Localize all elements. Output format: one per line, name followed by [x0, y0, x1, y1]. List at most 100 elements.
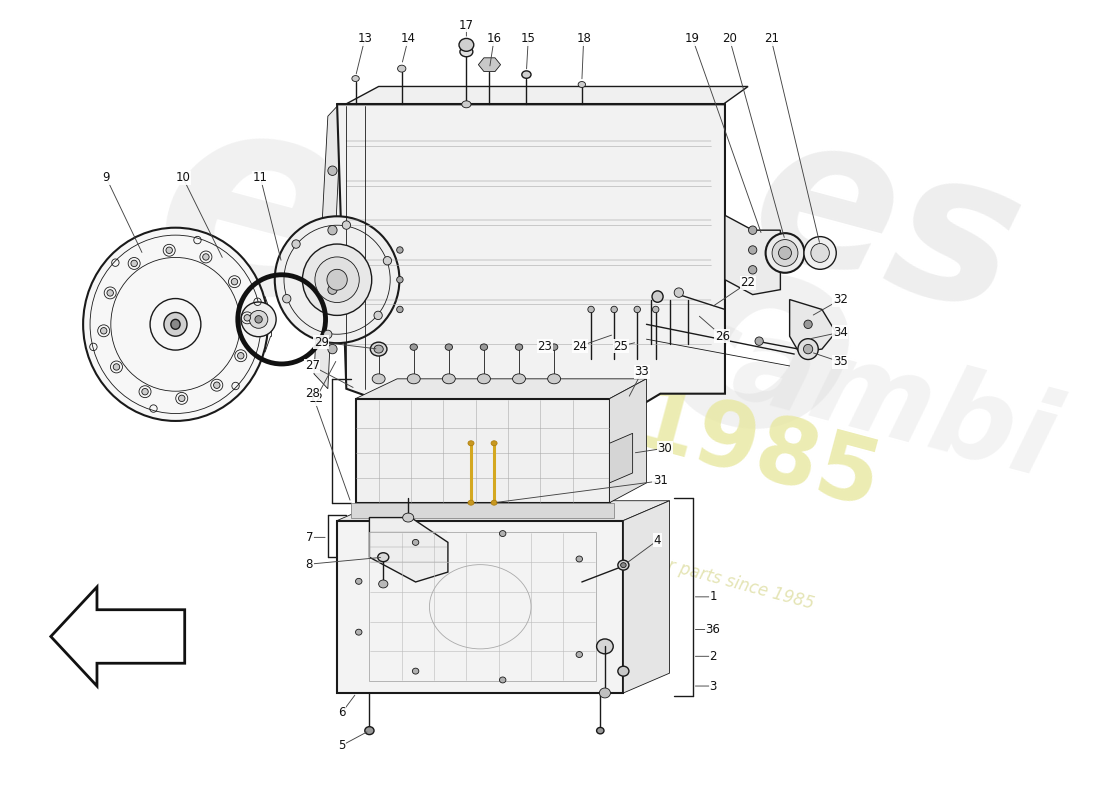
Ellipse shape: [374, 345, 383, 353]
Ellipse shape: [170, 319, 180, 330]
Ellipse shape: [618, 560, 629, 570]
Polygon shape: [624, 501, 670, 693]
Ellipse shape: [375, 344, 383, 350]
Ellipse shape: [576, 651, 583, 658]
Ellipse shape: [521, 71, 531, 78]
Polygon shape: [355, 379, 647, 398]
Text: 24: 24: [572, 340, 587, 353]
Ellipse shape: [328, 226, 337, 235]
Ellipse shape: [107, 290, 113, 296]
Ellipse shape: [766, 233, 804, 273]
Ellipse shape: [618, 666, 629, 676]
Ellipse shape: [328, 344, 337, 354]
Ellipse shape: [412, 668, 419, 674]
Ellipse shape: [798, 338, 818, 359]
Ellipse shape: [397, 246, 403, 254]
Text: 14: 14: [400, 33, 416, 46]
Text: euro: euro: [129, 62, 888, 507]
Text: 34: 34: [833, 326, 848, 338]
Ellipse shape: [397, 65, 406, 72]
Ellipse shape: [410, 344, 417, 350]
Polygon shape: [370, 518, 448, 582]
Text: 30: 30: [658, 442, 672, 454]
Text: 16: 16: [486, 33, 502, 46]
Text: 20: 20: [723, 33, 737, 46]
Polygon shape: [351, 502, 614, 518]
Ellipse shape: [459, 38, 474, 51]
Ellipse shape: [579, 82, 585, 87]
Ellipse shape: [499, 677, 506, 683]
Text: 8: 8: [306, 558, 313, 570]
Ellipse shape: [371, 342, 387, 356]
Ellipse shape: [634, 306, 640, 313]
Ellipse shape: [166, 247, 173, 254]
Text: 12: 12: [308, 392, 323, 405]
Text: 36: 36: [705, 623, 720, 636]
Ellipse shape: [397, 306, 403, 313]
Ellipse shape: [250, 310, 267, 328]
Ellipse shape: [587, 306, 594, 313]
Ellipse shape: [600, 688, 610, 698]
Text: 18: 18: [576, 33, 591, 46]
Text: 32: 32: [833, 293, 848, 306]
Polygon shape: [337, 521, 624, 693]
Ellipse shape: [374, 311, 383, 320]
Text: 21: 21: [763, 33, 779, 46]
Ellipse shape: [620, 562, 626, 568]
Text: 9: 9: [102, 171, 110, 184]
Ellipse shape: [164, 313, 187, 336]
Ellipse shape: [100, 327, 107, 334]
Polygon shape: [609, 434, 632, 483]
Ellipse shape: [328, 285, 337, 294]
Text: 19: 19: [685, 33, 701, 46]
Ellipse shape: [275, 216, 399, 343]
Ellipse shape: [446, 344, 452, 350]
Ellipse shape: [755, 337, 763, 346]
Ellipse shape: [481, 344, 487, 350]
Ellipse shape: [407, 374, 420, 384]
Ellipse shape: [442, 374, 455, 384]
Ellipse shape: [342, 221, 351, 230]
Text: 25: 25: [613, 340, 628, 353]
Text: 29: 29: [314, 336, 329, 349]
Ellipse shape: [142, 389, 148, 395]
Text: 5: 5: [338, 739, 345, 752]
Ellipse shape: [491, 441, 497, 446]
Ellipse shape: [674, 288, 683, 298]
Text: 3: 3: [710, 679, 717, 693]
Ellipse shape: [515, 344, 522, 350]
Ellipse shape: [548, 374, 561, 384]
Text: 27: 27: [305, 359, 320, 373]
Text: 1: 1: [710, 590, 717, 603]
Ellipse shape: [477, 374, 491, 384]
Ellipse shape: [491, 500, 497, 505]
Text: 13: 13: [358, 33, 372, 46]
Text: 1985: 1985: [625, 378, 890, 528]
Text: 15: 15: [520, 33, 536, 46]
Polygon shape: [342, 86, 748, 106]
Ellipse shape: [244, 314, 251, 321]
Ellipse shape: [355, 630, 362, 635]
Ellipse shape: [596, 727, 604, 734]
Text: 6: 6: [338, 706, 345, 719]
Ellipse shape: [377, 553, 388, 562]
Text: 7: 7: [306, 531, 313, 544]
Ellipse shape: [292, 240, 300, 248]
Ellipse shape: [383, 257, 392, 265]
Text: 10: 10: [175, 171, 190, 184]
Ellipse shape: [748, 246, 757, 254]
Ellipse shape: [84, 228, 267, 421]
Ellipse shape: [238, 353, 244, 359]
Ellipse shape: [610, 306, 617, 313]
Ellipse shape: [652, 291, 663, 302]
Text: 35: 35: [833, 355, 848, 369]
Ellipse shape: [213, 382, 220, 389]
Ellipse shape: [283, 294, 290, 303]
Polygon shape: [609, 379, 647, 502]
Ellipse shape: [811, 243, 829, 262]
Ellipse shape: [397, 277, 403, 283]
Text: 11: 11: [253, 171, 268, 184]
Ellipse shape: [513, 374, 526, 384]
Ellipse shape: [241, 302, 276, 337]
Polygon shape: [790, 299, 836, 352]
